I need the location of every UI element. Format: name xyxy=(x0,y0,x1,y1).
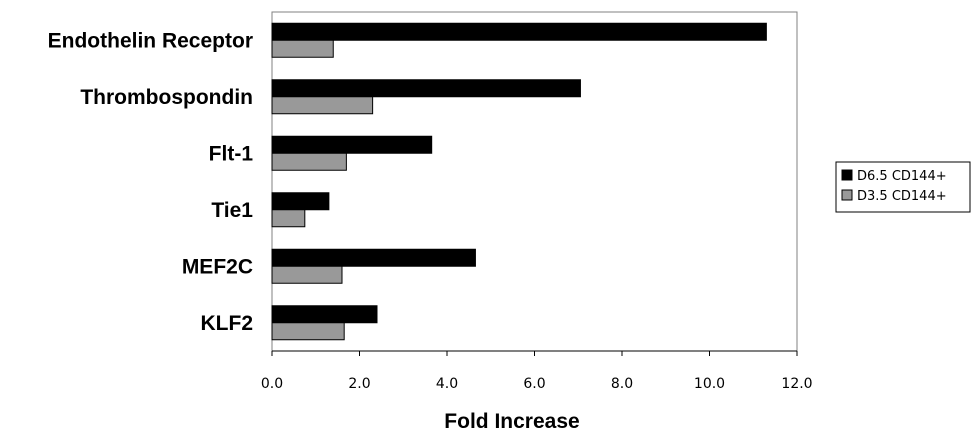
x-axis-ticks: 0.0 2.0 4.0 6.0 8.0 10.0 12.0 xyxy=(261,351,813,392)
legend-swatch-d35 xyxy=(841,189,853,201)
legend-label-d35: D3.5 CD144+ xyxy=(857,189,947,204)
category-label: Tie1 xyxy=(211,199,253,222)
category-labels: Endothelin Receptor Thrombospondin Flt-1 Ti… xyxy=(48,29,254,335)
bar-d35-0 xyxy=(271,39,334,58)
category-label: Thrombospondin xyxy=(80,86,253,109)
bars-group xyxy=(271,22,767,341)
x-tick-label: 2.0 xyxy=(348,376,370,392)
bar-d65-0 xyxy=(271,22,767,41)
legend-frame xyxy=(835,161,971,213)
x-tick-label: 6.0 xyxy=(523,376,545,392)
category-label: Flt-1 xyxy=(209,142,254,165)
bar-d35-2 xyxy=(271,152,347,171)
bar-d35-4 xyxy=(271,265,343,284)
bar-d65-1 xyxy=(271,79,581,98)
bar-d65-3 xyxy=(271,192,330,211)
category-label: KLF2 xyxy=(201,312,254,335)
bar-d35-3 xyxy=(271,209,306,228)
legend-label-d65: D6.5 CD144+ xyxy=(857,169,947,184)
x-tick-label: 12.0 xyxy=(781,376,812,392)
x-axis-title: Fold Increase xyxy=(444,410,579,431)
bar-d65-2 xyxy=(271,135,433,154)
bar-d65-5 xyxy=(271,305,378,324)
x-tick-label: 0.0 xyxy=(261,376,283,392)
legend: D6.5 CD144+ D3.5 CD144+ xyxy=(835,161,971,213)
bar-d35-5 xyxy=(271,322,345,341)
category-label: MEF2C xyxy=(182,255,253,278)
legend-swatch-d65 xyxy=(841,169,853,181)
bar-d35-1 xyxy=(271,96,374,115)
x-tick-label: 8.0 xyxy=(611,376,633,392)
category-label: Endothelin Receptor xyxy=(48,29,253,52)
bar-d65-4 xyxy=(271,248,476,267)
x-tick-label: 10.0 xyxy=(694,376,725,392)
plot-area-frame xyxy=(271,11,798,352)
x-tick-label: 4.0 xyxy=(436,376,458,392)
